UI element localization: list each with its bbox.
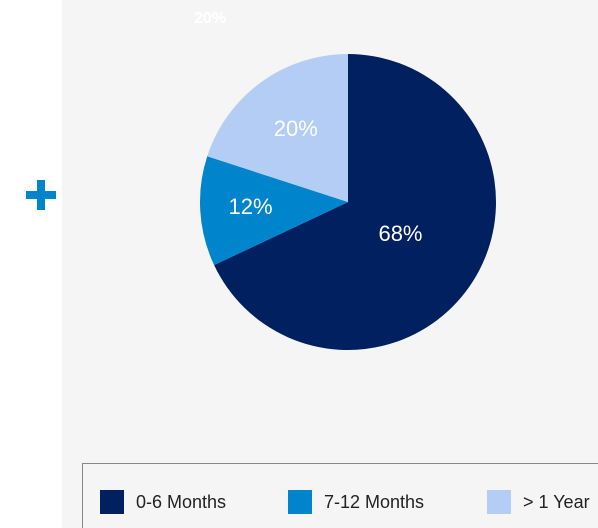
data-label: 68% [378, 221, 422, 246]
legend-box [82, 463, 598, 528]
data-label: 12% [228, 194, 272, 219]
legend-swatch [487, 490, 511, 514]
pie-slice [207, 53, 348, 202]
pie-slice [200, 156, 348, 266]
data-label: 20% [274, 116, 318, 141]
pie-slice [214, 54, 496, 350]
legend-swatch [288, 490, 312, 514]
legend-label: 0-6 Months [136, 492, 226, 512]
legend-swatch [100, 490, 124, 514]
plus-icon [37, 180, 45, 210]
annotation: 20% [194, 10, 226, 27]
legend-label: > 1 Year [523, 492, 590, 512]
legend-label: 7-12 Months [324, 492, 424, 512]
